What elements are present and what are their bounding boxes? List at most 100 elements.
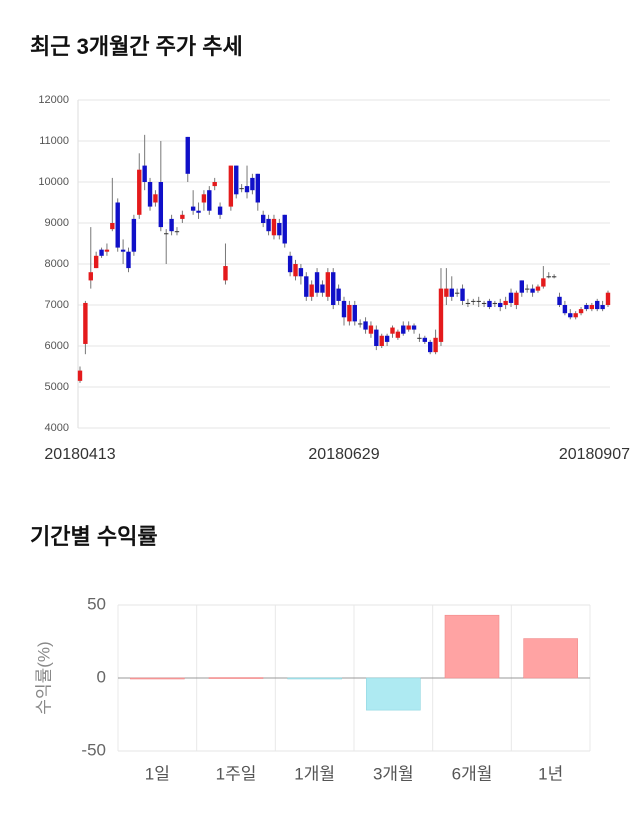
candle-body bbox=[239, 188, 244, 190]
candle-body bbox=[530, 288, 535, 293]
candle-body bbox=[384, 335, 390, 342]
candle-body bbox=[217, 206, 223, 215]
candle-body bbox=[331, 272, 336, 305]
candle-body bbox=[164, 233, 169, 235]
chart-title: 기간별 수익률 bbox=[30, 524, 158, 549]
candle-body bbox=[347, 305, 352, 322]
candle-body bbox=[320, 284, 325, 293]
candle-body bbox=[395, 331, 401, 338]
candle-body bbox=[93, 255, 99, 269]
candle-body bbox=[244, 186, 250, 193]
candle-body bbox=[190, 206, 196, 211]
candle-body bbox=[314, 272, 320, 293]
candle-body bbox=[309, 284, 314, 297]
candle-body bbox=[406, 325, 411, 330]
x-tick-label: 1일 bbox=[145, 764, 170, 783]
chart-title: 최근 3개월간 주가 추세 bbox=[30, 34, 243, 59]
y-axis-label: 수익률(%) bbox=[34, 641, 53, 714]
candle-body bbox=[271, 218, 277, 236]
bar bbox=[208, 677, 264, 679]
y-tick-label: 9000 bbox=[45, 217, 69, 229]
candle-body bbox=[120, 249, 126, 252]
candle-body bbox=[223, 266, 228, 281]
x-tick-label: 1개월 bbox=[294, 764, 335, 783]
x-tick-label: 20180907 bbox=[559, 446, 630, 463]
y-tick-label: 5000 bbox=[45, 381, 69, 393]
candle-body bbox=[352, 305, 357, 322]
candle-body bbox=[498, 302, 503, 308]
candle-body bbox=[336, 288, 341, 301]
candle-body bbox=[578, 309, 584, 314]
y-tick-label: 12000 bbox=[38, 94, 69, 106]
candle-body bbox=[99, 249, 104, 256]
candle-body bbox=[77, 370, 83, 381]
candle-body bbox=[88, 272, 93, 281]
candle-body bbox=[131, 218, 137, 252]
candle-body bbox=[573, 313, 578, 318]
candle-body bbox=[158, 182, 164, 228]
candle-body bbox=[476, 300, 481, 302]
candle-body bbox=[411, 325, 417, 330]
candle-body bbox=[201, 194, 207, 203]
candle-body bbox=[255, 173, 260, 203]
candle-body bbox=[438, 288, 444, 342]
candle-body bbox=[524, 288, 530, 290]
candle-body bbox=[169, 218, 174, 232]
candle-body bbox=[589, 305, 595, 310]
candle-body bbox=[546, 276, 551, 278]
candle-body bbox=[465, 302, 471, 304]
candle-body bbox=[234, 165, 239, 195]
candle-body bbox=[503, 300, 508, 305]
candle-body bbox=[250, 177, 255, 191]
candle-body bbox=[417, 337, 422, 339]
candle-body bbox=[287, 255, 293, 273]
x-tick-label: 1주일 bbox=[216, 764, 257, 783]
y-tick-label: -50 bbox=[81, 740, 106, 759]
candle-body bbox=[557, 296, 562, 305]
candle-body bbox=[379, 335, 384, 346]
bar bbox=[444, 614, 500, 679]
candle-body bbox=[137, 169, 142, 215]
candle-body bbox=[390, 327, 395, 334]
candle-body bbox=[595, 300, 600, 310]
candle-body bbox=[541, 278, 546, 287]
candle-body bbox=[401, 325, 406, 334]
candle-body bbox=[142, 165, 147, 182]
bar bbox=[130, 677, 185, 680]
bar bbox=[523, 638, 578, 679]
candle-body bbox=[185, 136, 190, 174]
candle-body bbox=[562, 305, 568, 314]
x-tick-label: 6개월 bbox=[452, 764, 493, 783]
candle-body bbox=[454, 292, 460, 294]
candle-body bbox=[228, 165, 234, 207]
candle-body bbox=[126, 251, 131, 269]
candle-body bbox=[266, 218, 271, 232]
candle-body bbox=[357, 323, 363, 325]
x-tick-label: 20180413 bbox=[44, 446, 115, 463]
candle-body bbox=[514, 292, 519, 305]
candle-body bbox=[600, 305, 605, 310]
candle-body bbox=[481, 302, 487, 304]
x-tick-label: 1년 bbox=[538, 764, 563, 783]
candle-body bbox=[174, 231, 180, 233]
bar bbox=[366, 677, 421, 711]
y-tick-label: 50 bbox=[87, 594, 106, 613]
candle-body bbox=[110, 223, 115, 230]
candle-body bbox=[519, 280, 524, 293]
candle-body bbox=[115, 202, 120, 248]
candle-body bbox=[487, 300, 492, 308]
candle-body bbox=[147, 182, 153, 207]
candle-body bbox=[277, 223, 282, 236]
candle-body bbox=[535, 286, 541, 291]
candle-body bbox=[428, 341, 433, 353]
y-tick-label: 8000 bbox=[45, 258, 69, 270]
candle-body bbox=[363, 321, 368, 330]
candle-body bbox=[298, 268, 304, 277]
y-tick-label: 4000 bbox=[45, 422, 69, 434]
x-tick-label: 20180629 bbox=[308, 446, 379, 463]
candle-body bbox=[551, 276, 557, 278]
candle-body bbox=[196, 210, 201, 213]
candle-body bbox=[207, 190, 212, 211]
